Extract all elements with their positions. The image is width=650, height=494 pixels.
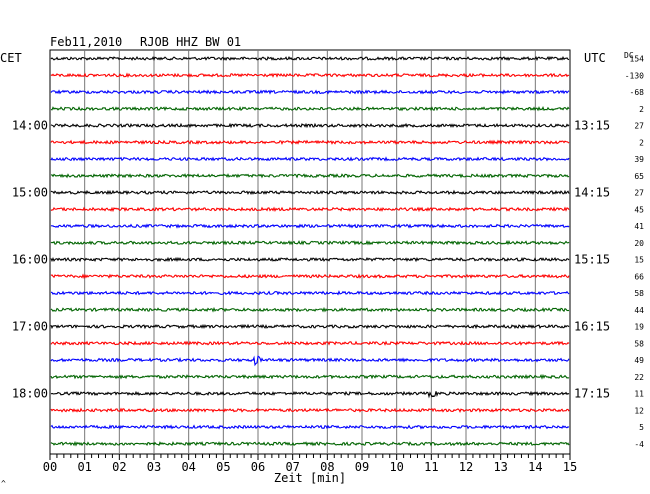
x-tick-label: 12 xyxy=(459,460,473,474)
dc-offset-label: 20 xyxy=(634,239,644,248)
cet-hour-label: 15:00 xyxy=(12,186,48,200)
trace-line xyxy=(50,206,570,213)
x-tick-label: 15 xyxy=(563,460,577,474)
x-tick-labels: 00 01 02 03 04 05 06 07 08 09 10 11 12 13 14 15 xyxy=(43,460,577,474)
trace-line xyxy=(50,89,570,95)
trace-line xyxy=(50,239,570,246)
trace-line xyxy=(50,256,570,263)
dc-offset-label: 2 xyxy=(639,105,644,114)
utc-hour-label: 17:15 xyxy=(574,387,610,401)
trace-line xyxy=(50,355,570,367)
trace-line xyxy=(50,407,570,413)
utc-hour-label: 16:15 xyxy=(574,320,610,334)
x-tick-label: 09 xyxy=(355,460,369,474)
dc-offset-label: -130 xyxy=(625,71,644,80)
dc-offset-label: 5 xyxy=(639,423,644,432)
header-date: Feb11,2010 xyxy=(50,35,122,49)
dc-offset-label: 39 xyxy=(634,155,644,164)
x-tick-label: 11 xyxy=(424,460,438,474)
utc-hour-label: 13:15 xyxy=(574,119,610,133)
dc-offset-label: 27 xyxy=(634,122,644,131)
cet-hour-label: 17:00 xyxy=(12,320,48,334)
trace-line xyxy=(50,105,570,112)
x-tick-label: 01 xyxy=(77,460,91,474)
hour-labels: 14:00 15:00 16:00 17:00 18:00 13:15 14:15 15:15… xyxy=(12,119,610,401)
trace-line xyxy=(50,306,570,313)
x-tick-label: 00 xyxy=(43,460,57,474)
trace-line xyxy=(50,223,570,229)
utc-hour-label: 14:15 xyxy=(574,186,610,200)
trace-line xyxy=(50,156,570,162)
x-tick-label: 06 xyxy=(251,460,265,474)
x-tick-label: 04 xyxy=(181,460,195,474)
x-tick-label: 02 xyxy=(112,460,126,474)
plot-frame xyxy=(49,49,571,455)
x-tick-label: 14 xyxy=(528,460,542,474)
trace-line xyxy=(50,72,570,79)
dc-offset-label: 11 xyxy=(634,390,644,399)
dc-offset-label: 41 xyxy=(634,222,644,231)
dc-offset-label: 58 xyxy=(634,289,644,298)
trace-line xyxy=(50,323,570,330)
dc-header: DC xyxy=(624,51,634,60)
x-axis-label: Zeit [min] xyxy=(274,471,346,485)
dc-offset-label: 19 xyxy=(634,323,644,332)
dc-offset-label: 58 xyxy=(634,339,644,348)
cet-hour-label: 16:00 xyxy=(12,253,48,267)
trace-line xyxy=(50,55,570,62)
dc-offset-label: 66 xyxy=(634,272,644,281)
trace-line xyxy=(50,390,570,399)
utc-hour-label: 15:15 xyxy=(574,253,610,267)
x-tick-label: 13 xyxy=(493,460,507,474)
dc-offset-label: 45 xyxy=(634,205,644,214)
trace-line xyxy=(50,440,570,447)
x-tick-label: 08 xyxy=(320,460,334,474)
trace-line xyxy=(50,290,570,296)
dc-offset-label: -68 xyxy=(630,88,645,97)
dc-offset-label: 44 xyxy=(634,306,644,315)
dc-offset-label: 27 xyxy=(634,189,644,198)
traces xyxy=(50,55,570,447)
trace-line xyxy=(50,340,570,346)
footer-mark: ^ xyxy=(1,479,6,488)
dc-offset-label: 15 xyxy=(634,256,644,265)
dc-offset-label: -4 xyxy=(634,440,644,449)
grid-lines xyxy=(84,50,536,454)
trace-line xyxy=(50,189,570,196)
dc-offset-label: 154 xyxy=(630,55,645,64)
header-station: RJOB HHZ BW 01 xyxy=(140,35,241,49)
dc-offset-label: 49 xyxy=(634,356,644,365)
dc-offset-labels: 154 -130 -68 2 27 2 39 65 27 45 41 20 15 66 58 44 19 58 49… xyxy=(625,55,644,449)
dc-offset-label: 12 xyxy=(634,406,644,415)
x-tick-label: 07 xyxy=(285,460,299,474)
right-axis-label: UTC xyxy=(584,51,606,65)
trace-line xyxy=(50,273,570,280)
dc-offset-label: 22 xyxy=(634,373,644,382)
trace-line xyxy=(50,373,570,380)
trace-line xyxy=(50,173,570,179)
left-axis-label: CET xyxy=(0,51,22,65)
dc-offset-label: 65 xyxy=(634,172,644,181)
cet-hour-label: 18:00 xyxy=(12,387,48,401)
dc-offset-label: 2 xyxy=(639,138,644,147)
x-tick-label: 03 xyxy=(147,460,161,474)
x-ticks xyxy=(49,454,571,460)
trace-line xyxy=(50,139,570,145)
trace-line xyxy=(50,122,570,129)
trace-line xyxy=(50,424,570,430)
x-tick-label: 10 xyxy=(389,460,403,474)
cet-hour-label: 14:00 xyxy=(12,119,48,133)
x-tick-label: 05 xyxy=(216,460,230,474)
